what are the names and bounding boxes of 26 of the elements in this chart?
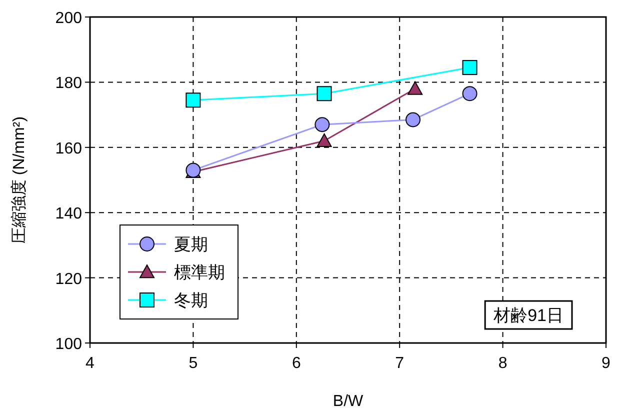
legend-label: 夏期: [174, 235, 208, 254]
x-tick-label: 6: [292, 355, 301, 372]
legend-label: 標準期: [174, 263, 225, 282]
point: [406, 112, 421, 128]
point: [316, 133, 332, 147]
x-tick-label: 7: [395, 355, 404, 372]
x-tick-label: 8: [498, 355, 508, 372]
x-tick-label: 5: [188, 355, 198, 372]
point: [314, 117, 330, 132]
y-axis-title: 圧縮強度 (N/mm²): [10, 116, 28, 244]
y-tick-label: 100: [55, 336, 82, 353]
y-tick-label: 160: [55, 140, 82, 158]
point: [186, 92, 201, 108]
point: [462, 86, 478, 102]
y-tick-label: 120: [55, 270, 82, 288]
point: [408, 81, 423, 95]
y-tick-label: 200: [55, 10, 82, 27]
x-axis-title: B/W: [332, 393, 364, 410]
point: [462, 60, 478, 76]
point: [316, 86, 332, 102]
y-tick-label: 140: [55, 206, 82, 223]
annotation: 材齢91日: [492, 306, 564, 325]
x-tick-label: 9: [602, 355, 611, 372]
legend-label: 冬期: [174, 291, 208, 310]
x-tick-label: 4: [86, 355, 95, 372]
y-tick-label: 180: [55, 75, 82, 92]
